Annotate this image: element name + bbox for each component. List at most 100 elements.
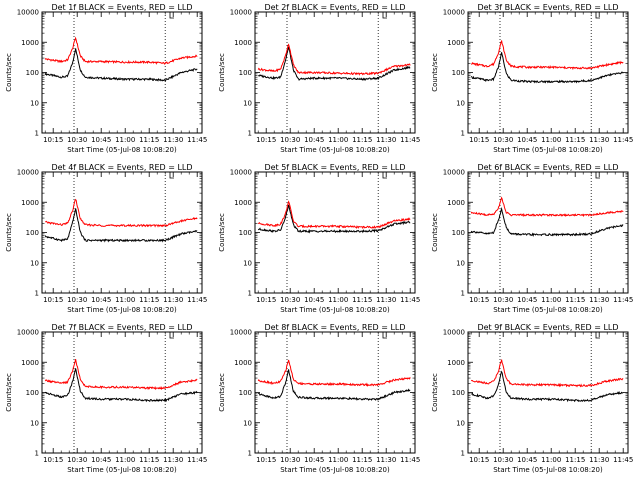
- x-tick-label: 11:00: [328, 456, 348, 464]
- marker-l-symbol: [382, 332, 387, 339]
- x-tick-label: 10:30: [280, 136, 300, 144]
- x-tick-label: 10:45: [517, 456, 537, 464]
- x-tick-label: 10:30: [67, 296, 87, 304]
- y-tick-label: 10: [456, 259, 465, 267]
- plot-frame: [41, 171, 203, 294]
- y-tick-label: 1: [248, 130, 252, 138]
- y-tick-label: 1000: [447, 199, 465, 207]
- x-axis-label: Start Time (05-Jul-08 10:08:20): [493, 466, 603, 474]
- y-tick-label: 10000: [443, 9, 465, 17]
- x-tick-label: 11:00: [541, 456, 561, 464]
- events-series-line: [470, 206, 624, 238]
- lld-series-line: [471, 40, 624, 71]
- y-tick-label: 1000: [447, 359, 465, 367]
- y-tick-label: 10000: [17, 169, 39, 177]
- lld-series-line: [44, 36, 198, 65]
- y-axis-label: Counts/sec: [218, 213, 226, 252]
- y-tick-label: 1: [461, 130, 465, 138]
- y-axis-label: Counts/sec: [5, 213, 13, 252]
- x-tick-label: 10:30: [493, 296, 513, 304]
- y-tick-label: 10000: [17, 9, 39, 17]
- y-tick-label: 1: [461, 450, 465, 458]
- detector-panel: Det 6f BLACK = Events, RED = LLD 1 10 100 10…: [431, 163, 633, 314]
- events-series-line: [44, 208, 198, 243]
- marker-l-symbol: [382, 172, 387, 179]
- detector-panel: Det 1f BLACK = Events, RED = LLD 1 10 100 10…: [5, 3, 207, 154]
- lld-series-line: [257, 200, 411, 230]
- lld-series-line: [257, 43, 411, 76]
- x-tick-label: 10:45: [91, 456, 111, 464]
- events-series-line: [258, 369, 411, 401]
- x-tick-label: 11:00: [541, 296, 561, 304]
- y-tick-label: 10: [30, 419, 39, 427]
- x-tick-label: 11:45: [613, 136, 633, 144]
- events-series-line: [258, 46, 411, 82]
- x-tick-label: 10:15: [43, 296, 63, 304]
- y-axis-label: Counts/sec: [5, 373, 13, 412]
- y-tick-label: 1: [248, 290, 252, 298]
- x-tick-label: 10:15: [43, 456, 63, 464]
- x-axis-label: Start Time (05-Jul-08 10:08:20): [493, 146, 603, 154]
- x-tick-label: 11:30: [376, 296, 396, 304]
- plot-frame: [254, 331, 416, 454]
- x-tick-label: 11:15: [139, 456, 159, 464]
- y-tick-label: 1000: [234, 359, 252, 367]
- x-tick-label: 10:15: [469, 456, 489, 464]
- y-tick-label: 1000: [234, 199, 252, 207]
- x-tick-label: 11:00: [541, 136, 561, 144]
- x-tick-label: 11:30: [589, 296, 609, 304]
- y-tick-label: 1: [461, 290, 465, 298]
- x-tick-label: 11:30: [163, 456, 183, 464]
- events-series-line: [471, 370, 624, 403]
- y-tick-label: 10000: [17, 329, 39, 337]
- lld-series-line: [470, 196, 624, 218]
- y-tick-label: 100: [452, 389, 465, 397]
- y-tick-label: 10: [243, 419, 252, 427]
- y-tick-label: 10000: [443, 169, 465, 177]
- x-tick-label: 11:30: [589, 136, 609, 144]
- marker-l-symbol: [169, 172, 174, 179]
- y-tick-label: 1: [248, 450, 252, 458]
- chart-title: Det 6f BLACK = Events, RED = LLD: [477, 163, 618, 172]
- x-tick-label: 10:30: [280, 456, 300, 464]
- y-tick-label: 1000: [234, 39, 252, 47]
- x-tick-label: 10:15: [469, 136, 489, 144]
- x-axis-label: Start Time (05-Jul-08 10:08:20): [280, 146, 390, 154]
- x-tick-label: 10:15: [256, 456, 276, 464]
- x-tick-label: 10:30: [67, 456, 87, 464]
- y-tick-label: 10: [456, 419, 465, 427]
- x-tick-label: 10:45: [517, 296, 537, 304]
- x-tick-label: 10:15: [43, 136, 63, 144]
- x-tick-label: 11:15: [565, 296, 585, 304]
- x-tick-label: 11:45: [613, 296, 633, 304]
- x-tick-label: 11:30: [376, 136, 396, 144]
- y-tick-label: 100: [239, 229, 252, 237]
- x-tick-label: 10:45: [91, 136, 111, 144]
- x-tick-label: 11:45: [613, 456, 633, 464]
- marker-l-symbol: [169, 12, 174, 19]
- y-axis-label: Counts/sec: [431, 373, 439, 412]
- marker-l-symbol: [382, 12, 387, 19]
- events-series-line: [44, 48, 198, 82]
- y-axis-label: Counts/sec: [431, 213, 439, 252]
- x-tick-label: 11:00: [328, 296, 348, 304]
- x-tick-label: 11:00: [115, 136, 135, 144]
- x-axis-label: Start Time (05-Jul-08 10:08:20): [280, 466, 390, 474]
- y-axis-label: Counts/sec: [218, 53, 226, 92]
- detector-panel: Det 5f BLACK = Events, RED = LLD 1 10 100 10…: [218, 163, 420, 314]
- y-tick-label: 10000: [443, 329, 465, 337]
- x-tick-label: 11:30: [589, 456, 609, 464]
- x-tick-label: 11:00: [328, 136, 348, 144]
- x-tick-label: 10:30: [493, 456, 513, 464]
- y-tick-label: 1: [35, 450, 39, 458]
- plot-frame: [41, 11, 203, 134]
- x-tick-label: 11:45: [187, 136, 207, 144]
- y-tick-label: 1000: [447, 39, 465, 47]
- chart-title: Det 1f BLACK = Events, RED = LLD: [51, 3, 192, 12]
- y-tick-label: 100: [26, 389, 39, 397]
- lld-series-line: [45, 198, 198, 228]
- y-tick-label: 100: [239, 69, 252, 77]
- y-tick-label: 1000: [21, 199, 39, 207]
- y-tick-label: 10: [456, 99, 465, 107]
